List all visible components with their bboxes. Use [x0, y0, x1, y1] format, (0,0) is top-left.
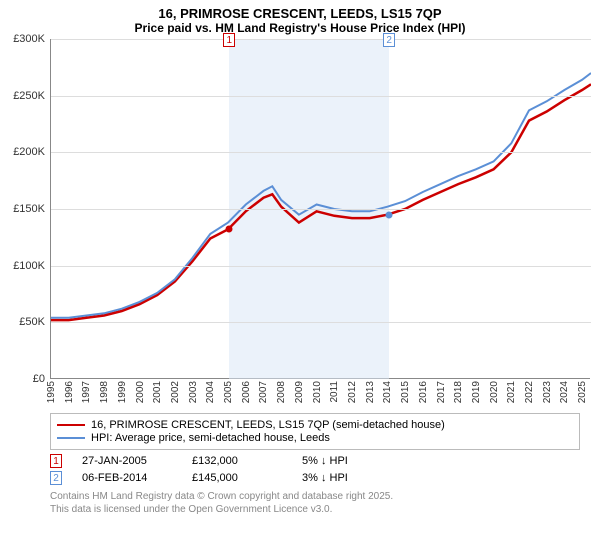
- x-tick-label: 2010: [312, 381, 323, 403]
- footer-line: This data is licensed under the Open Gov…: [50, 504, 580, 517]
- y-tick-label: £150K: [13, 203, 45, 215]
- x-tick-label: 2022: [524, 381, 535, 403]
- chart-subtitle: Price paid vs. HM Land Registry's House …: [0, 21, 600, 39]
- x-tick-label: 2015: [400, 381, 411, 403]
- x-tick-label: 2025: [577, 381, 588, 403]
- x-tick-label: 2003: [188, 381, 199, 403]
- sale-hpi-delta: 3% ↓ HPI: [302, 472, 392, 484]
- sale-price: £145,000: [192, 472, 282, 484]
- sale-date: 06-FEB-2014: [82, 472, 172, 484]
- y-tick-label: £100K: [13, 260, 45, 272]
- x-tick-label: 2012: [347, 381, 358, 403]
- legend-row: HPI: Average price, semi-detached house,…: [57, 432, 573, 444]
- series-line: [51, 73, 591, 318]
- y-tick-label: £50K: [19, 316, 45, 328]
- sale-marker-icon: 1: [50, 454, 62, 468]
- x-tick-label: 2014: [382, 381, 393, 403]
- x-tick-label: 2001: [152, 381, 163, 403]
- x-tick-label: 2021: [506, 381, 517, 403]
- attribution: Contains HM Land Registry data © Crown c…: [50, 491, 580, 516]
- plot-region: 12: [50, 39, 590, 379]
- footer-line: Contains HM Land Registry data © Crown c…: [50, 491, 580, 504]
- sale-marker-icon: 2: [50, 471, 62, 485]
- legend-label: HPI: Average price, semi-detached house,…: [91, 432, 330, 444]
- x-tick-label: 2008: [276, 381, 287, 403]
- x-tick-label: 1996: [64, 381, 75, 403]
- series-line: [51, 84, 591, 320]
- x-tick-label: 2004: [205, 381, 216, 403]
- x-tick-label: 1998: [99, 381, 110, 403]
- sale-marker-label: 1: [223, 33, 235, 47]
- x-tick-label: 2007: [258, 381, 269, 403]
- x-tick-label: 2020: [489, 381, 500, 403]
- y-tick-label: £200K: [13, 146, 45, 158]
- sale-marker-dot: [226, 226, 233, 233]
- chart-area: £0£50K£100K£150K£200K£250K£300K 12 19951…: [50, 39, 590, 409]
- sale-marker-label: 2: [383, 33, 395, 47]
- x-tick-label: 2018: [453, 381, 464, 403]
- sale-row: 1 27-JAN-2005 £132,000 5% ↓ HPI: [50, 454, 580, 468]
- x-tick-label: 2009: [294, 381, 305, 403]
- sale-price: £132,000: [192, 455, 282, 467]
- x-tick-label: 2024: [559, 381, 570, 403]
- x-tick-label: 2000: [135, 381, 146, 403]
- sale-row: 2 06-FEB-2014 £145,000 3% ↓ HPI: [50, 471, 580, 485]
- x-tick-label: 2013: [365, 381, 376, 403]
- y-tick-label: £250K: [13, 90, 45, 102]
- chart-title: 16, PRIMROSE CRESCENT, LEEDS, LS15 7QP: [0, 0, 600, 21]
- x-tick-label: 1997: [81, 381, 92, 403]
- sale-marker-dot: [386, 211, 393, 218]
- x-tick-label: 2017: [436, 381, 447, 403]
- sales-table: 1 27-JAN-2005 £132,000 5% ↓ HPI 2 06-FEB-2014…: [50, 454, 580, 485]
- x-tick-label: 1995: [46, 381, 57, 403]
- x-tick-label: 1999: [117, 381, 128, 403]
- x-tick-label: 2011: [329, 381, 340, 403]
- y-tick-label: £0: [33, 373, 45, 385]
- y-tick-label: £300K: [13, 33, 45, 45]
- legend-swatch: [57, 424, 85, 426]
- legend-swatch: [57, 437, 85, 439]
- x-tick-label: 2005: [223, 381, 234, 403]
- x-tick-label: 2006: [241, 381, 252, 403]
- x-tick-label: 2019: [471, 381, 482, 403]
- legend: 16, PRIMROSE CRESCENT, LEEDS, LS15 7QP (…: [50, 413, 580, 450]
- x-tick-label: 2023: [542, 381, 553, 403]
- x-tick-label: 2016: [418, 381, 429, 403]
- legend-label: 16, PRIMROSE CRESCENT, LEEDS, LS15 7QP (…: [91, 419, 445, 431]
- x-tick-label: 2002: [170, 381, 181, 403]
- sale-hpi-delta: 5% ↓ HPI: [302, 455, 392, 467]
- legend-row: 16, PRIMROSE CRESCENT, LEEDS, LS15 7QP (…: [57, 419, 573, 431]
- sale-date: 27-JAN-2005: [82, 455, 172, 467]
